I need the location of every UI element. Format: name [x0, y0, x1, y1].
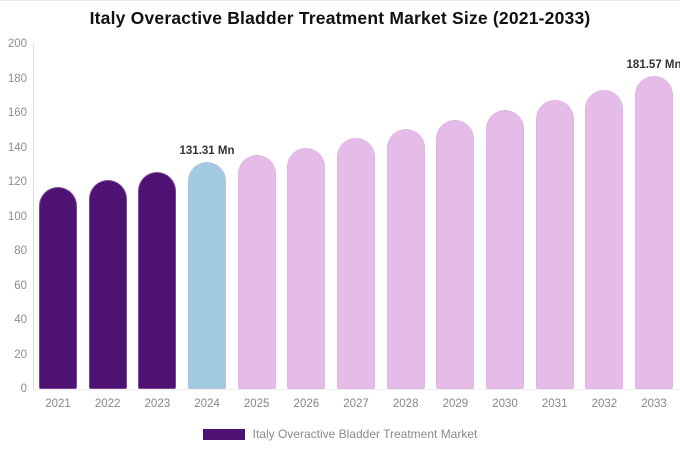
y-tick-label-0: 0	[20, 383, 27, 395]
bar-2027[interactable]	[337, 138, 376, 389]
y-tick-label-200: 200	[7, 38, 27, 50]
x-tick-label-2030: 2030	[492, 398, 518, 410]
bar-2023[interactable]	[138, 171, 177, 389]
x-tick-label-2033: 2033	[641, 398, 667, 410]
x-axis-baseline	[33, 389, 680, 390]
bar-2032[interactable]	[585, 89, 624, 389]
x-tick-label-2031: 2031	[541, 398, 568, 410]
y-tick-label-60: 60	[14, 279, 27, 292]
x-tick-label-2021: 2021	[45, 398, 71, 410]
bar-2024[interactable]	[188, 162, 226, 389]
y-tick-label-20: 20	[14, 348, 27, 361]
y-tick-label-140: 140	[7, 141, 27, 154]
y-tick-label-80: 80	[14, 245, 27, 257]
y-tick-label-180: 180	[7, 72, 27, 85]
bar-2028[interactable]	[386, 128, 425, 389]
x-tick-label-2028: 2028	[392, 398, 419, 410]
x-tick-label-2024: 2024	[194, 398, 220, 410]
value-label-2024: 131.31 Mn	[179, 145, 235, 158]
y-tick-label-160: 160	[7, 107, 27, 119]
chart-title: Italy Overactive Bladder Treatment Marke…	[89, 8, 591, 28]
bar-2033[interactable]	[635, 75, 674, 389]
x-tick-label-2025: 2025	[243, 398, 270, 410]
bar-2030[interactable]	[486, 110, 525, 389]
bar-2026[interactable]	[287, 147, 326, 389]
x-tick-label-2032: 2032	[591, 398, 618, 410]
x-tick-label-2026: 2026	[293, 398, 320, 410]
bar-2031[interactable]	[535, 100, 574, 389]
bar-2021[interactable]	[39, 187, 77, 389]
x-tick-label-2022: 2022	[94, 398, 121, 410]
y-tick-label-120: 120	[7, 176, 27, 188]
legend[interactable]: Italy Overactive Bladder Treatment Marke…	[0, 427, 680, 441]
x-tick-label-2029: 2029	[442, 398, 469, 410]
legend-swatch-icon	[202, 428, 245, 440]
value-label-2033: 181.57 Mn	[626, 58, 680, 71]
y-tick-label-40: 40	[14, 314, 27, 326]
bar-2022[interactable]	[88, 180, 127, 389]
legend-label: Italy Overactive Bladder Treatment Marke…	[252, 427, 478, 441]
y-tick-label-100: 100	[7, 210, 27, 223]
bar-2029[interactable]	[436, 119, 475, 389]
y-axis-line	[33, 44, 34, 389]
x-tick-label-2023: 2023	[144, 398, 171, 410]
bar-2025[interactable]	[237, 155, 276, 389]
x-tick-label-2027: 2027	[343, 398, 369, 410]
